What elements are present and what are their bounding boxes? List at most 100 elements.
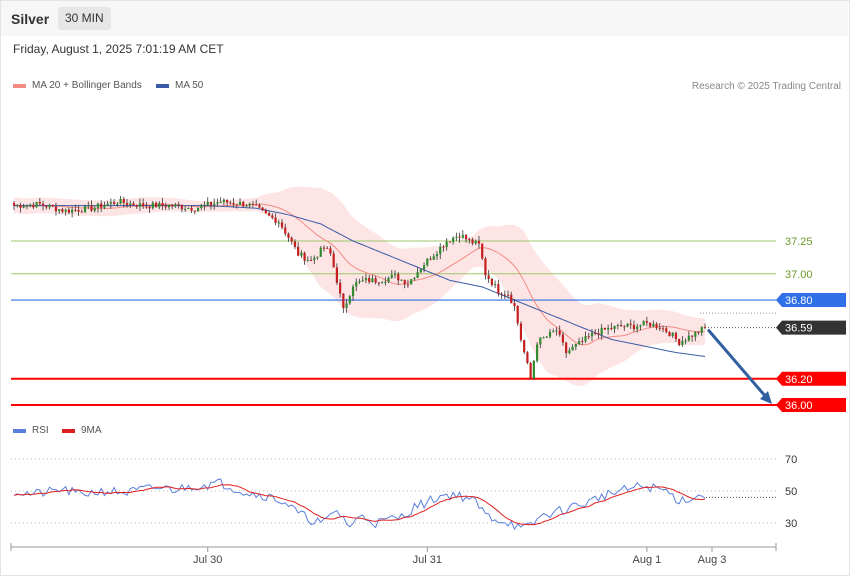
candle-body	[416, 272, 419, 278]
candle-body	[29, 204, 32, 206]
candle	[119, 195, 122, 205]
candle	[597, 328, 600, 339]
candle-body	[568, 350, 571, 354]
candle-body	[535, 344, 539, 361]
candle-body	[290, 237, 293, 242]
candle-body	[678, 338, 681, 346]
candle	[419, 268, 422, 274]
candle	[332, 250, 335, 268]
candle-body	[96, 203, 100, 208]
candle-body	[555, 330, 558, 332]
candle-body	[54, 206, 58, 212]
candle	[516, 305, 519, 326]
candle-body	[494, 284, 497, 286]
candle-body	[358, 281, 361, 283]
candle-body	[248, 203, 251, 206]
candle	[96, 202, 100, 213]
candle-body	[119, 198, 122, 204]
candle	[193, 210, 196, 215]
candle-body	[109, 202, 112, 204]
timeframe-button[interactable]: 30 MIN	[58, 7, 111, 30]
candle-body	[503, 294, 506, 296]
candle-body	[487, 275, 490, 279]
candle-body	[187, 207, 190, 210]
candle	[271, 213, 274, 220]
candle	[600, 324, 603, 340]
candle-body	[584, 336, 587, 342]
candle-body	[229, 202, 232, 204]
candle	[306, 256, 309, 262]
candle	[342, 293, 345, 314]
level-tags: 37.25 37.00 36.80 36.59 36.20 36.00	[776, 236, 846, 412]
candle-body	[490, 278, 493, 286]
candle-body	[665, 328, 668, 332]
candle	[138, 198, 142, 211]
candle-body	[245, 205, 248, 207]
candle	[668, 331, 671, 337]
candle	[403, 279, 406, 289]
candle-body	[319, 247, 322, 257]
candle	[93, 205, 96, 213]
time-tick-label: Jul 30	[193, 554, 222, 566]
candle-body	[87, 205, 90, 207]
candle-body	[684, 340, 687, 342]
candle-body	[368, 277, 371, 283]
forecast-arrow-shaft	[706, 328, 768, 398]
candle	[45, 205, 48, 210]
candle-body	[226, 199, 229, 203]
candle-body	[22, 206, 25, 208]
candle	[387, 276, 390, 284]
candle	[461, 230, 464, 239]
candle-body	[148, 206, 151, 209]
candle	[623, 325, 626, 331]
candle	[678, 338, 681, 347]
candle-body	[552, 331, 555, 333]
candle	[594, 329, 597, 336]
candle-body	[193, 210, 196, 212]
candle	[568, 347, 571, 355]
bollinger-bands	[14, 186, 705, 386]
candle	[694, 331, 697, 342]
candle-body	[642, 321, 645, 326]
candle-body	[196, 207, 200, 212]
candle-body	[452, 237, 455, 242]
candle	[500, 292, 503, 299]
candle-body	[242, 202, 245, 207]
candle-body	[616, 325, 619, 327]
candle-body	[393, 274, 397, 276]
candle	[587, 332, 590, 340]
candle-body	[406, 284, 410, 286]
candle	[687, 331, 690, 342]
candle	[358, 278, 361, 284]
candle	[48, 203, 51, 210]
candle	[432, 253, 435, 260]
time-tick-label: Aug 1	[633, 554, 662, 566]
candle-body	[681, 341, 684, 346]
candle	[161, 197, 164, 211]
candle-body	[16, 205, 19, 207]
candle-body	[649, 322, 652, 327]
candle-body	[435, 254, 439, 257]
candle	[603, 327, 607, 331]
candle	[258, 203, 261, 209]
candle-body	[361, 280, 364, 282]
candle	[649, 322, 652, 328]
candle	[151, 200, 154, 210]
candle-body	[164, 205, 167, 208]
candle	[442, 245, 445, 252]
candle	[90, 200, 93, 213]
candle-body	[177, 204, 180, 206]
candle	[400, 279, 403, 282]
candle-body	[90, 205, 93, 211]
candle-body	[351, 286, 355, 297]
candle-body	[623, 326, 626, 328]
candle	[629, 319, 632, 330]
candle-body	[332, 253, 335, 268]
candle	[529, 362, 532, 380]
candle-body	[558, 330, 561, 335]
candle-body	[316, 256, 319, 258]
candle-body	[58, 209, 61, 212]
candle-body	[426, 258, 429, 266]
candle	[690, 334, 694, 342]
candle	[216, 198, 219, 207]
